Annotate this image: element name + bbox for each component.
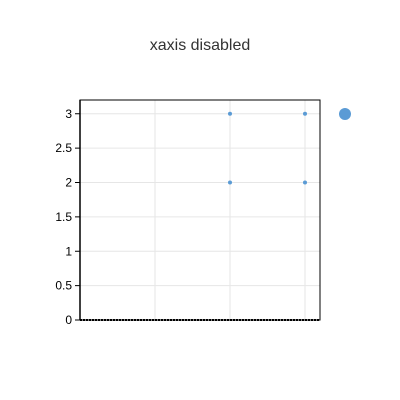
y-tick-label: 2.5 (55, 141, 72, 155)
chart-title: xaxis disabled (150, 37, 251, 54)
axes: 0 0.5 1 1.5 2 2.5 3 (55, 99, 321, 327)
y-tick-label: 2 (65, 176, 72, 190)
legend-marker (339, 108, 351, 120)
y-tick-label: 3 (65, 107, 72, 121)
data-point (228, 180, 232, 185)
y-tick-label: 1.5 (55, 210, 72, 224)
data-point (303, 180, 307, 185)
y-tick-label: 1 (65, 244, 72, 258)
y-tick-label: 0.5 (55, 279, 72, 293)
data-point (228, 111, 232, 116)
data-points (228, 111, 307, 185)
grid-lines (79, 100, 320, 321)
plot-frame (79, 99, 321, 321)
data-point (303, 111, 307, 116)
legend (339, 108, 351, 120)
y-tick-label: 0 (65, 313, 72, 327)
